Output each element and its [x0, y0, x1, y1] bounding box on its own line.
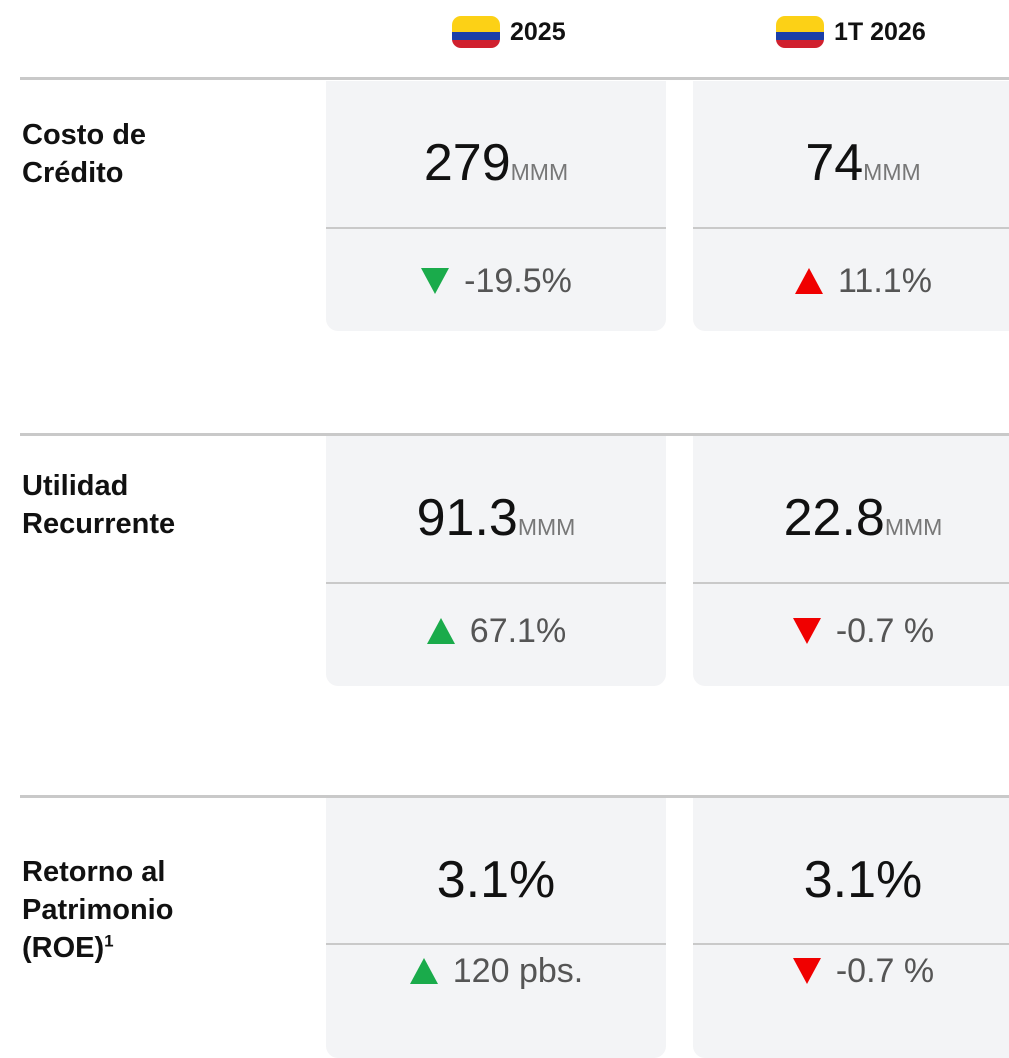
trend-arrow — [792, 958, 821, 984]
value-line: 279 MMM — [326, 133, 666, 193]
trend-arrow — [421, 268, 450, 294]
flag-icon — [452, 16, 500, 48]
change-value: 120 pbs. — [452, 951, 584, 990]
metric-unit: MMM — [510, 159, 569, 185]
metric-card: 3.1% -0.7 % — [693, 798, 1009, 1058]
arrow-shape — [795, 268, 824, 294]
column-header: 2025 — [452, 14, 566, 50]
metric-value: 3.1% — [803, 851, 923, 909]
metric-card: 22.8 MMM -0.7 % — [693, 436, 1009, 686]
card-divider — [693, 943, 1009, 945]
footnote-mark: 1 — [104, 931, 114, 951]
metric-value: 91.3 — [416, 489, 518, 547]
column-label: 2025 — [510, 17, 566, 46]
arrow-shape — [426, 618, 455, 644]
section-rule — [20, 795, 1009, 798]
change-value: -19.5% — [464, 261, 572, 300]
row-label-text: Costo de Crédito — [22, 119, 147, 189]
row-label: Costo de Crédito — [22, 116, 237, 192]
metric-card: 91.3 MMM 67.1% — [326, 436, 666, 686]
value-line: 3.1% — [326, 850, 666, 910]
column-label: 1T 2026 — [834, 17, 926, 46]
row-label: Retorno al Patrimonio (ROE)1 — [22, 853, 237, 967]
value-line: 91.3 MMM — [326, 488, 666, 548]
value-line: 74 MMM — [693, 133, 1009, 193]
flag — [776, 16, 824, 48]
flag-icon — [776, 16, 824, 48]
metric-value: 279 — [423, 134, 511, 192]
card-divider — [693, 227, 1009, 229]
change-value: -0.7 % — [835, 951, 935, 990]
arrow-shape — [792, 618, 821, 644]
row-label-text: Retorno al Patrimonio (ROE) — [22, 856, 174, 964]
header-rule — [20, 77, 1009, 80]
change-value: 67.1% — [469, 611, 567, 650]
card-divider — [326, 227, 666, 229]
change-line: 120 pbs. — [326, 949, 666, 993]
value-line: 3.1% — [693, 850, 1009, 910]
flag-yellow — [776, 16, 824, 32]
card-divider — [326, 943, 666, 945]
change-line: -0.7 % — [693, 609, 1009, 653]
metric-value: 3.1% — [436, 851, 556, 909]
change-line: -0.7 % — [693, 949, 1009, 993]
trend-arrow — [792, 618, 821, 644]
row-label-text: Utilidad Recurrente — [22, 470, 176, 540]
card-divider — [693, 582, 1009, 584]
trend-arrow — [409, 958, 438, 984]
arrow-shape — [409, 958, 438, 984]
value-line: 22.8 MMM — [693, 488, 1009, 548]
column-header: 1T 2026 — [776, 14, 926, 50]
arrow-shape — [421, 268, 450, 294]
metric-value: 22.8 — [783, 489, 885, 547]
trend-arrow — [426, 618, 455, 644]
flag — [452, 16, 500, 48]
change-value: 11.1% — [838, 261, 932, 300]
card-divider — [326, 582, 666, 584]
metric-unit: MMM — [884, 514, 943, 540]
flag-blue — [452, 32, 500, 40]
metric-unit: MMM — [517, 514, 576, 540]
arrow-shape — [792, 958, 821, 984]
change-line: 67.1% — [326, 609, 666, 653]
flag-red — [776, 40, 824, 48]
metric-card: 74 MMM 11.1% — [693, 81, 1009, 331]
change-value: -0.7 % — [835, 611, 935, 650]
flag-blue — [776, 32, 824, 40]
trend-arrow — [795, 268, 824, 294]
flag-yellow — [452, 16, 500, 32]
section-rule — [20, 433, 1009, 436]
metric-card: 3.1% 120 pbs. — [326, 798, 666, 1058]
metric-card: 279 MMM -19.5% — [326, 81, 666, 331]
row-label: Utilidad Recurrente — [22, 467, 237, 543]
metric-unit: MMM — [863, 159, 921, 185]
change-line: -19.5% — [326, 259, 666, 303]
flag-red — [452, 40, 500, 48]
change-line: 11.1% — [693, 259, 1009, 303]
metric-value: 74 — [805, 134, 864, 192]
